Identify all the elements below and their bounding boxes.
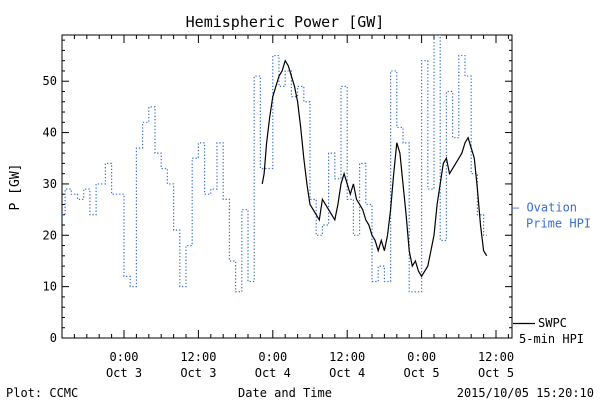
x-tick-time: 0:00 — [110, 350, 139, 364]
chart-title: Hemispheric Power [GW] — [186, 13, 385, 31]
y-tick-label: 20 — [43, 228, 57, 242]
footer-timestamp: 2015/10/05 15:20:10 — [457, 386, 594, 400]
y-tick-label: 50 — [43, 74, 57, 88]
x-tick-date: Oct 3 — [106, 366, 142, 380]
y-tick-label: 40 — [43, 126, 57, 140]
x-tick-date: Oct 3 — [180, 366, 216, 380]
y-tick-label: 0 — [50, 331, 57, 345]
x-tick-time: 12:00 — [180, 350, 216, 364]
x-tick-time: 12:00 — [478, 350, 514, 364]
x-tick-date: Oct 4 — [255, 366, 291, 380]
x-tick-date: Oct 5 — [478, 366, 514, 380]
x-tick-date: Oct 4 — [329, 366, 365, 380]
y-axis-label: P [GW] — [8, 164, 23, 211]
x-tick-time: 0:00 — [407, 350, 436, 364]
legend-swpc-label: 5-min HPI — [519, 332, 584, 346]
x-tick-date: Oct 5 — [404, 366, 440, 380]
series-swpc-line — [261, 59, 488, 278]
y-tick-label: 10 — [43, 280, 57, 294]
x-tick-time: 0:00 — [258, 350, 287, 364]
x-tick-time: 12:00 — [329, 350, 365, 364]
legend-ovation-label: — Ovation — [512, 201, 577, 215]
plot-layer: 0 10 20 30 40 50 0:00 Oct 3 12:00 Oct 3 0:00 Oct 4 1… — [43, 34, 591, 380]
plot-frame — [61, 34, 513, 339]
x-axis-label: Date and Time — [238, 386, 332, 400]
legend-swpc-label: SWPC — [538, 316, 567, 330]
legend-ovation-label: Prime HPI — [526, 217, 591, 231]
footer-plot-credit: Plot: CCMC — [6, 386, 78, 400]
series-ovation-prime-line — [62, 35, 487, 293]
y-tick-label: 30 — [43, 177, 57, 191]
